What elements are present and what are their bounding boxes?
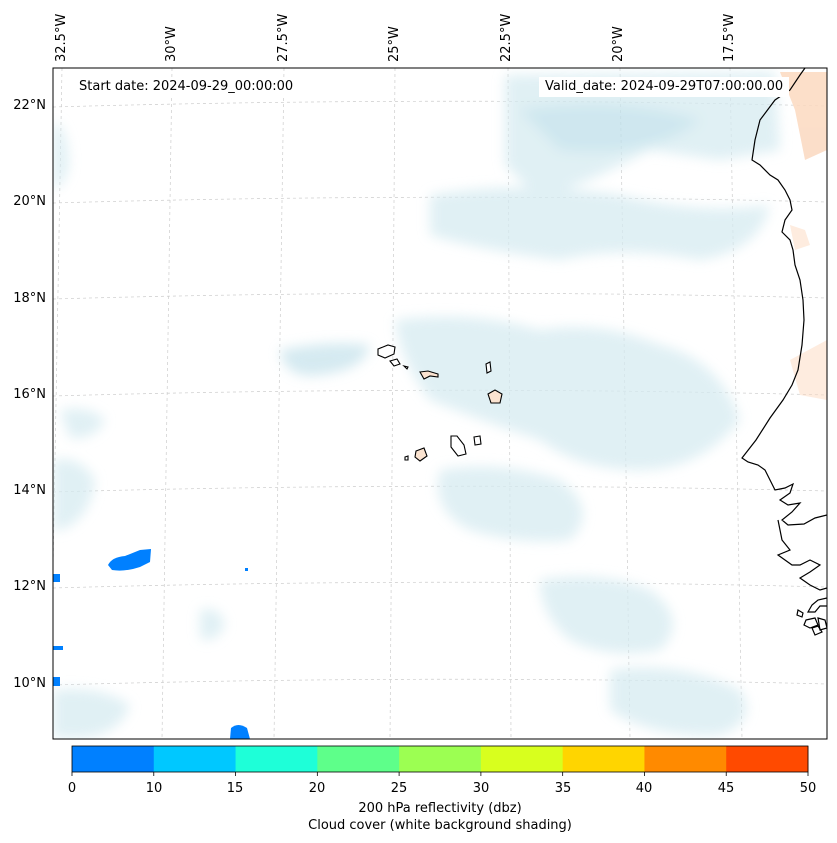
island-boa-vista — [487, 389, 503, 404]
colorbar-swatch — [399, 746, 482, 772]
colorbar-tick-label: 35 — [554, 781, 572, 796]
cape-verde-islands — [377, 344, 503, 462]
reflectivity-patches — [53, 549, 250, 739]
reflectivity-patch-b — [230, 725, 250, 739]
colorbar-tick-label: 30 — [472, 781, 490, 796]
lon-label-20w: 20°W — [611, 26, 626, 62]
lon-label-25w: 25°W — [387, 26, 402, 62]
lat-label-10n: 10°N — [13, 676, 46, 691]
parallel-16n — [53, 389, 827, 397]
meridian-17-5w — [729, 68, 743, 739]
colorbar-tick-label: 50 — [799, 781, 817, 796]
island-santiago — [450, 435, 467, 457]
warm-shading — [780, 72, 827, 400]
lat-label-20n: 20°N — [13, 194, 46, 209]
island-maio — [473, 435, 482, 446]
colorbar-tick-label: 0 — [67, 781, 77, 796]
lat-label-12n: 12°N — [13, 579, 46, 594]
meridian-22-5w — [507, 68, 512, 739]
colorbar-swatch — [480, 746, 564, 772]
colorbar-swatch — [235, 746, 318, 772]
valid-date-label: Valid_date: 2024-09-29T07:00:00.00 — [539, 77, 790, 97]
colorbar-swatch — [153, 746, 237, 772]
colorbar-frame — [71, 745, 809, 773]
meridian-27-5w — [273, 68, 285, 739]
lat-label-16n: 16°N — [13, 387, 46, 402]
reflectivity-patch-f — [245, 568, 248, 571]
island-fogo — [414, 447, 428, 462]
island-sao-vicente — [389, 358, 401, 367]
parallel-14n — [53, 485, 827, 493]
start-date-label: Start date: 2024-09-29_00:00:00 — [73, 77, 300, 97]
african-coastline — [741, 68, 827, 636]
lon-label-32-5w: 32.5°W — [54, 13, 69, 62]
island-santo-antao — [377, 344, 396, 359]
colorbar-tick-label: 20 — [308, 781, 326, 796]
colorbar-swatch — [72, 746, 155, 772]
gridlines — [53, 68, 827, 739]
parallel-10n — [53, 678, 827, 686]
lon-label-22-5w: 22.5°W — [499, 13, 514, 62]
meridian-25w — [389, 68, 396, 739]
reflectivity-patch-e — [53, 677, 60, 686]
lat-label-18n: 18°N — [13, 291, 46, 306]
reflectivity-patch-c — [53, 574, 60, 582]
colorbar-tick-label: 45 — [717, 781, 735, 796]
colorbar-tick-marks — [71, 772, 809, 776]
colorbar-tick-label: 15 — [226, 781, 244, 796]
colorbar-title: 200 hPa reflectivity (dbz) — [358, 801, 522, 816]
lon-label-17-5w: 17.5°W — [722, 13, 737, 62]
parallel-22n — [53, 100, 827, 108]
colorbar-tick-label: 10 — [145, 781, 163, 796]
lat-label-22n: 22°N — [13, 98, 46, 113]
parallel-12n — [53, 581, 827, 589]
island-brava — [404, 455, 409, 461]
colorbar-swatch — [644, 746, 727, 772]
colorbar-tick-label: 40 — [635, 781, 653, 796]
island-sao-nicolau — [419, 370, 439, 380]
colorbar-tick-label: 25 — [390, 781, 408, 796]
cloud-cover-shading — [53, 72, 780, 738]
island-sal — [485, 361, 492, 374]
map-frame — [52, 67, 828, 740]
reflectivity-patch-d — [53, 646, 63, 650]
lon-label-30w: 30°W — [164, 26, 179, 62]
colorbar — [72, 746, 809, 772]
colorbar-swatch — [726, 746, 809, 772]
parallel-18n — [53, 292, 827, 300]
lat-label-14n: 14°N — [13, 483, 46, 498]
lon-label-27-5w: 27.5°W — [276, 13, 291, 62]
meridian-30w — [161, 68, 173, 739]
colorbar-swatch — [317, 746, 400, 772]
colorbar-subtitle: Cloud cover (white background shading) — [308, 818, 572, 833]
reflectivity-patch-a — [108, 549, 151, 571]
colorbar-swatch — [562, 746, 645, 772]
island-santa-luzia — [402, 364, 409, 370]
parallel-20n — [53, 196, 827, 204]
